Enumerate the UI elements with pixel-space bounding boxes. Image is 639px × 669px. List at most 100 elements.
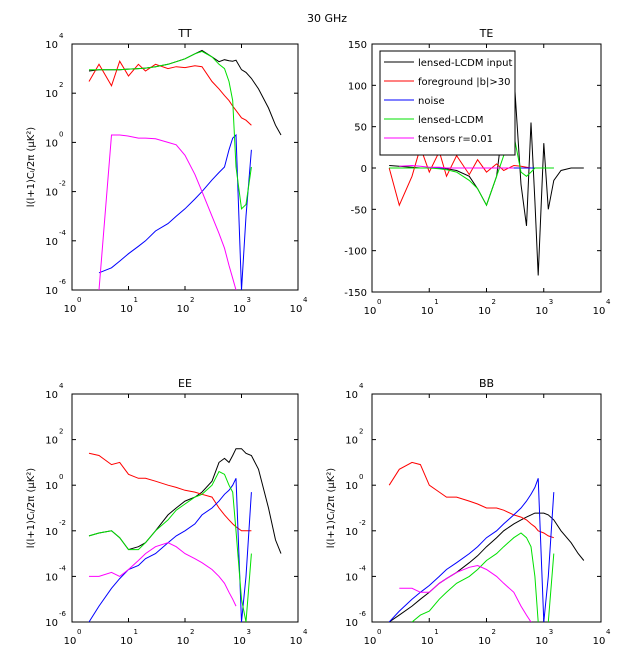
x-tick-label: 10 [233, 636, 246, 647]
y-tick-label: 10 [45, 527, 58, 538]
plot-lines [88, 49, 282, 290]
x-tick-label: 10 [364, 306, 377, 317]
y-tick-label: 10 [345, 618, 358, 629]
y-tick-sup: -2 [59, 180, 66, 188]
y-tick-label: 10 [45, 618, 58, 629]
y-tick-label: 10 [345, 527, 358, 538]
x-tick-sup: 1 [434, 298, 438, 306]
y-tick-label: 10 [45, 237, 58, 248]
y-tick-sup: 0 [359, 473, 363, 481]
y-tick-sup: -6 [59, 610, 67, 618]
x-tick-sup: 0 [77, 296, 81, 304]
y-tick-sup: -2 [359, 519, 366, 527]
series-line [89, 542, 237, 607]
legend-label: tensors r=0.01 [418, 134, 493, 145]
y-tick-label: 100 [348, 81, 367, 92]
x-tick-label: 10 [233, 304, 246, 315]
x-tick-label: 10 [478, 306, 491, 317]
x-tick-sup: 1 [434, 628, 438, 636]
x-tick-label: 10 [120, 636, 133, 647]
y-tick-label: 10 [345, 390, 358, 401]
y-tick-sup: -4 [59, 229, 67, 237]
x-tick-sup: 4 [606, 298, 611, 306]
y-tick-label: 10 [45, 572, 58, 583]
panel: TTl(l+1)Cₗ/2π (μK²)10010110210310410-610… [26, 27, 308, 315]
series-line [388, 461, 554, 539]
x-tick-label: 10 [290, 636, 303, 647]
x-tick-sup: 4 [606, 628, 611, 636]
panel: TE100101102103104-150-100-50050100150len… [344, 27, 611, 317]
y-tick-label: -50 [351, 205, 367, 216]
y-tick-label: -100 [344, 247, 367, 258]
y-tick-sup: 2 [359, 428, 363, 436]
y-tick-label: -150 [344, 288, 367, 299]
y-tick-label: 10 [45, 138, 58, 149]
y-tick-sup: -2 [59, 519, 66, 527]
y-tick-label: 10 [345, 481, 358, 492]
plot-area [71, 43, 299, 291]
x-tick-sup: 0 [377, 628, 381, 636]
y-axis-label: l(l+1)Cₗ/2π (μK²) [26, 127, 37, 208]
y-tick-label: 10 [45, 89, 58, 100]
y-tick-label: 10 [45, 40, 58, 51]
y-tick-sup: 0 [59, 473, 63, 481]
x-tick-label: 10 [64, 304, 77, 315]
y-tick-label: 10 [45, 188, 58, 199]
series-line [388, 478, 555, 622]
y-tick-label: 10 [345, 572, 358, 583]
x-tick-label: 10 [364, 636, 377, 647]
x-tick-sup: 3 [549, 298, 553, 306]
figure-title: 30 GHz [307, 12, 347, 25]
y-tick-sup: 2 [59, 428, 63, 436]
panel-title: BB [479, 377, 494, 390]
y-tick-label: 50 [354, 123, 367, 134]
plot-lines [388, 461, 585, 622]
series-line [389, 133, 554, 207]
x-tick-label: 10 [535, 636, 548, 647]
x-tick-sup: 1 [134, 296, 138, 304]
y-tick-sup: -6 [59, 278, 67, 286]
series-line [388, 145, 532, 207]
y-tick-sup: -6 [359, 610, 367, 618]
x-tick-sup: 4 [303, 628, 308, 636]
y-tick-label: 150 [348, 40, 367, 51]
x-tick-sup: 3 [247, 296, 251, 304]
y-tick-label: 10 [45, 286, 58, 297]
x-tick-label: 10 [290, 304, 303, 315]
y-tick-label: 10 [45, 481, 58, 492]
y-tick-sup: 2 [59, 81, 63, 89]
x-tick-label: 10 [535, 306, 548, 317]
y-tick-label: 10 [345, 436, 358, 447]
legend-label: lensed-LCDM [418, 115, 483, 126]
x-tick-sup: 3 [247, 628, 251, 636]
panel: BBl(l+1)Cₗ/2π (μK²)10010110210310410-610… [326, 377, 611, 647]
y-tick-label: 0 [361, 164, 367, 175]
y-tick-sup: 0 [59, 130, 63, 138]
panel-title: TT [177, 27, 192, 40]
x-tick-label: 10 [421, 636, 434, 647]
x-tick-label: 10 [478, 636, 491, 647]
x-tick-sup: 0 [377, 298, 381, 306]
series-line [89, 50, 252, 210]
y-tick-sup: 4 [59, 382, 64, 390]
series-line [399, 564, 532, 622]
y-tick-sup: 4 [59, 32, 64, 40]
series-line [88, 60, 252, 126]
series-line [88, 470, 252, 622]
x-tick-sup: 0 [77, 628, 81, 636]
series-line [411, 532, 555, 622]
y-axis-label: l(l+1)Cₗ/2π (μK²) [26, 468, 37, 549]
x-tick-label: 10 [120, 304, 133, 315]
legend-label: foreground |b|>30 [418, 77, 510, 88]
series-line [88, 452, 252, 532]
x-tick-sup: 4 [303, 296, 308, 304]
x-tick-sup: 2 [492, 628, 496, 636]
panel: EEl(l+1)Cₗ/2π (μK²)10010110210310410-610… [26, 377, 308, 647]
x-tick-sup: 2 [190, 628, 194, 636]
plot-lines [388, 72, 584, 276]
panel-title: EE [178, 377, 192, 390]
y-tick-label: 10 [45, 436, 58, 447]
y-axis-label: l(l+1)Cₗ/2π (μK²) [326, 468, 337, 549]
x-tick-label: 10 [593, 306, 606, 317]
